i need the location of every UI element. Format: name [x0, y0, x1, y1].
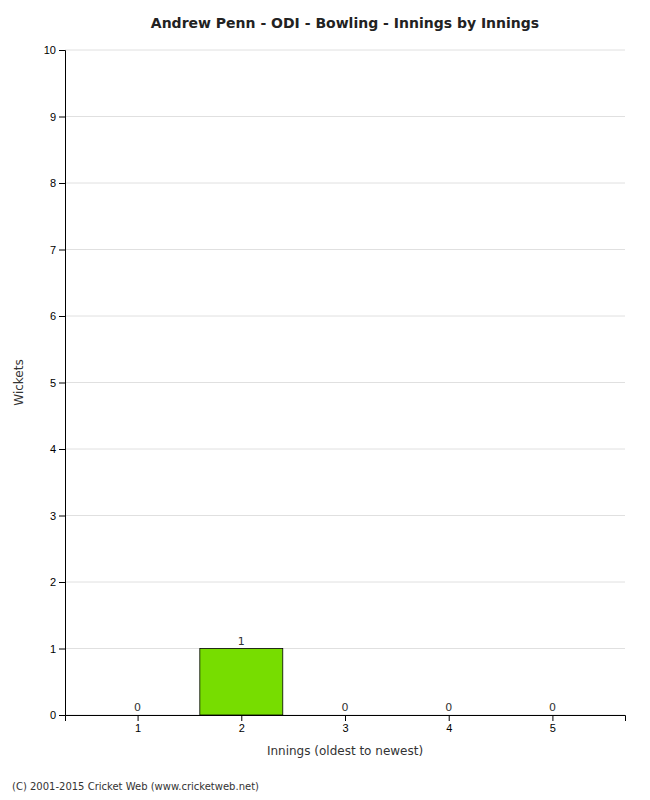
y-tick: 2 [50, 576, 65, 588]
x-tick-label: 4 [446, 722, 452, 734]
y-tick-label: 10 [44, 44, 56, 56]
grid-line [65, 249, 625, 250]
title: Andrew Penn - ODI - Bowling - Innings by… [151, 15, 539, 31]
y-tick-label: 5 [50, 377, 56, 389]
y-tick-label: 4 [50, 443, 56, 455]
grid-line [65, 648, 625, 649]
grid-line [65, 316, 625, 317]
x-axis-title: Innings (oldest to newest) [267, 744, 423, 758]
bar [511, 715, 594, 716]
y-tick-mark [59, 516, 65, 517]
grid-line [65, 582, 625, 583]
y-tick-mark [59, 449, 65, 450]
y-axis-line [59, 51, 66, 716]
data-label: 0 [134, 701, 141, 714]
y-tick-mark [59, 183, 65, 184]
bar [304, 715, 387, 716]
y-tick-mark [59, 316, 65, 317]
y-tick-mark [59, 715, 65, 716]
y-tick-label: 1 [50, 643, 56, 655]
bars [200, 649, 283, 716]
x-tick: 5 [550, 715, 556, 734]
data-label: 0 [549, 701, 556, 714]
y-tick: 6 [50, 310, 65, 322]
grid [65, 50, 625, 715]
grid-line [65, 515, 625, 516]
x-tick: 4 [446, 715, 452, 734]
y-tick-mark [59, 582, 65, 583]
x-tick-mark [345, 715, 346, 721]
x-tick: 2 [239, 715, 245, 734]
bar [200, 649, 283, 716]
x-tick-label: 1 [135, 722, 141, 734]
y-tick: 7 [50, 244, 65, 256]
y-tick: 0 [50, 709, 65, 721]
data-label: 0 [445, 701, 452, 714]
bar [96, 715, 179, 716]
y-tick-label: 8 [50, 177, 56, 189]
y-tick-label: 6 [50, 310, 56, 322]
y-axis-title: Wickets [12, 359, 26, 405]
y-tick: 8 [50, 177, 65, 189]
plot: 0100012345012345678910Innings (oldest to… [12, 44, 626, 758]
x-tick-label: 2 [239, 722, 245, 734]
footer: (C) 2001-2015 Cricket Web (www.cricketwe… [12, 781, 259, 792]
data-label: 1 [238, 635, 245, 648]
x-axis-line [66, 716, 626, 722]
bar [407, 715, 490, 716]
y-tick: 10 [44, 44, 65, 56]
grid-line [65, 116, 625, 117]
y-tick-label: 0 [50, 709, 56, 721]
x-tick-mark [138, 715, 139, 721]
y-tick-mark [59, 250, 65, 251]
grid-line [65, 449, 625, 450]
y-tick-mark [59, 50, 65, 51]
grid-line [65, 382, 625, 383]
x-axis: 1 2 3 4 5 [66, 715, 626, 734]
y-tick: 9 [50, 111, 65, 123]
data-labels: 0 1 0 0 0 [134, 635, 556, 715]
x-tick-label: 5 [550, 722, 556, 734]
y-tick-label: 9 [50, 111, 56, 123]
y-axis: 0 1 2 3 4 5 6 7 8 9 10 [44, 44, 66, 721]
x-tick-mark [241, 715, 242, 721]
x-tick-mark [552, 715, 553, 721]
chart: 0100012345012345678910Innings (oldest to… [0, 0, 650, 800]
x-tick-label: 3 [342, 722, 348, 734]
y-tick-mark [59, 649, 65, 650]
y-tick: 3 [50, 510, 65, 522]
x-tick: 1 [135, 715, 141, 734]
y-tick-label: 2 [50, 576, 56, 588]
data-label: 0 [342, 701, 349, 714]
grid-line [65, 50, 625, 51]
grid-line [65, 183, 625, 184]
y-tick: 5 [50, 377, 65, 389]
y-tick-mark [59, 383, 65, 384]
y-tick-mark [59, 117, 65, 118]
y-tick: 1 [50, 643, 65, 655]
x-tick: 3 [342, 715, 348, 734]
y-tick-label: 7 [50, 244, 56, 256]
y-tick-label: 3 [50, 510, 56, 522]
y-tick: 4 [50, 443, 65, 455]
x-tick-mark [449, 715, 450, 721]
